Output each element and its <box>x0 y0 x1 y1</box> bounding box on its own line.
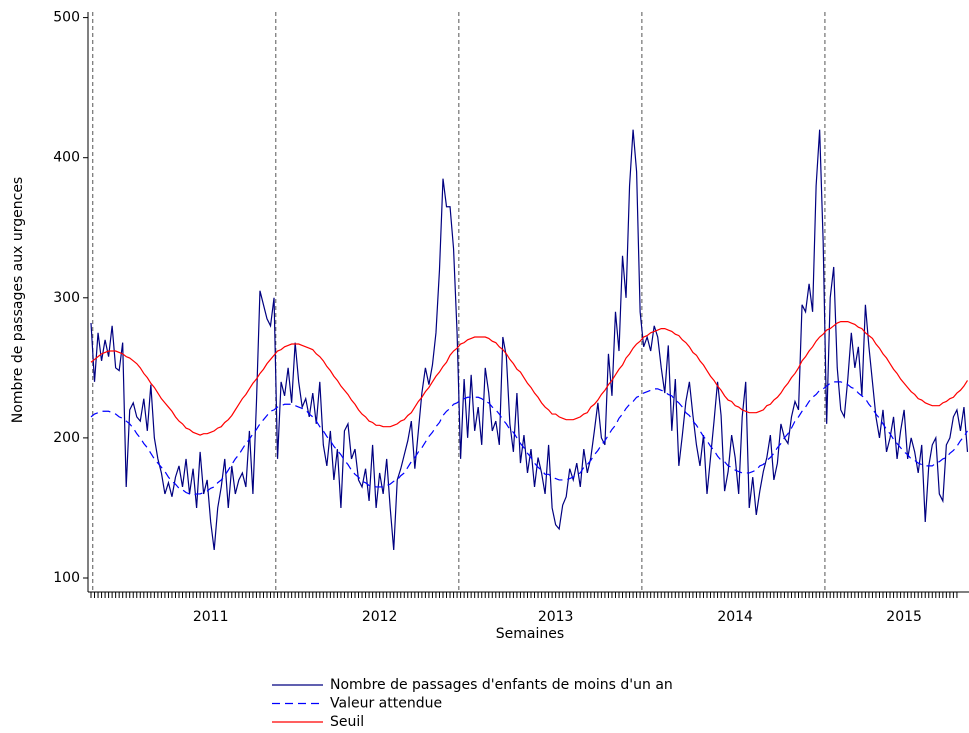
x-tick-label: 2012 <box>362 609 398 625</box>
y-tick-label: 300 <box>53 290 80 306</box>
y-tick-label: 500 <box>53 10 80 26</box>
legend-label: Valeur attendue <box>330 696 442 712</box>
x-tick-label: 2011 <box>193 609 229 625</box>
x-tick-label: 2013 <box>538 609 574 625</box>
y-tick-label: 400 <box>53 150 80 166</box>
series-line <box>90 381 968 496</box>
x-tick-label: 2015 <box>886 609 922 625</box>
legend-label: Seuil <box>330 714 364 730</box>
legend-label: Nombre de passages d'enfants de moins d'… <box>330 677 673 693</box>
y-tick-label: 200 <box>53 430 80 446</box>
y-axis-label: Nombre de passages aux urgences <box>10 177 26 423</box>
x-axis-label: Semaines <box>496 626 564 642</box>
x-tick-label: 2014 <box>717 609 753 625</box>
series-line <box>90 321 968 436</box>
series-line <box>90 129 969 551</box>
y-tick-label: 100 <box>53 570 80 586</box>
